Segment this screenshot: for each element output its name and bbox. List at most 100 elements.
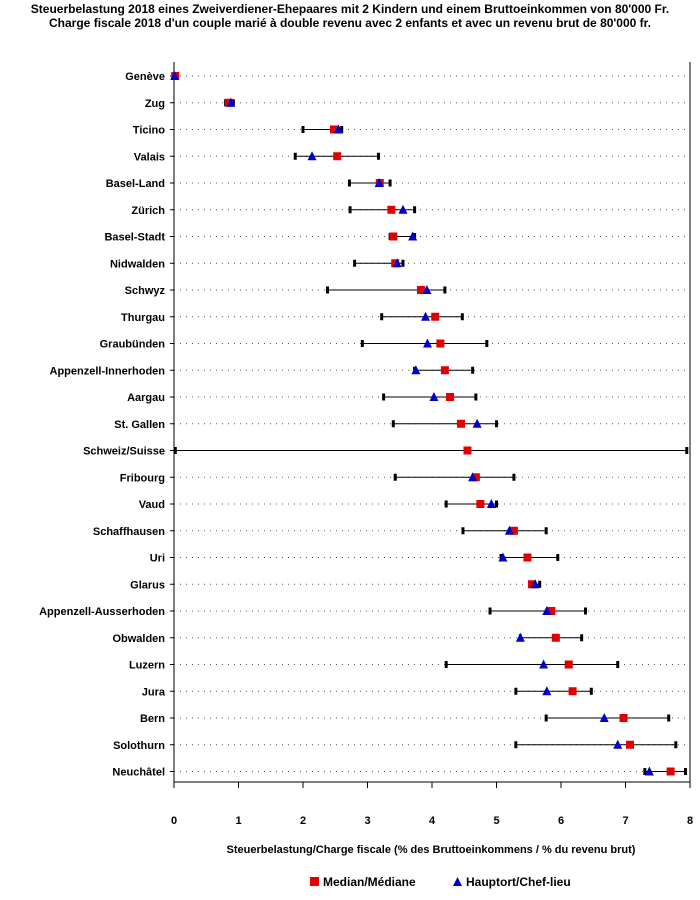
median-marker-basel-stadt (389, 232, 398, 241)
range-max-cap-aargau (474, 393, 478, 401)
median-marker-uri (523, 553, 532, 562)
range-max-cap-nidwalden (401, 259, 405, 267)
legend-capital-marker (453, 877, 462, 886)
range-max-cap-vaud (495, 500, 498, 508)
row-label-vaud: Vaud (139, 499, 165, 511)
capital-marker-bern (599, 713, 609, 722)
range-max-cap-schaffhausen (544, 527, 548, 535)
capital-marker-basel-land (374, 178, 384, 187)
median-marker-appenzell-innerhoden (440, 366, 449, 375)
range-min-cap-graubunden (360, 340, 364, 347)
capital-marker-graubunden (422, 338, 432, 348)
row-label-thurgau: Thurgau (121, 312, 165, 324)
x-axis-label: Steuerbelastung/Charge fiscale (% des Br… (227, 844, 636, 856)
x-tick-label-8: 8 (687, 815, 693, 827)
median-marker-bern (619, 714, 628, 722)
row-label-graubunden: Graubünden (100, 339, 166, 351)
capital-marker-aargau (429, 392, 439, 401)
capital-marker-vaud (486, 499, 496, 508)
data-rows: Genève Zug Ticino Valais Basel-Land Zürich Bas… (39, 71, 689, 779)
range-min-cap-appenzell-ausserhoden (488, 607, 492, 615)
capital-marker-solothurn (613, 739, 623, 749)
capital-marker-jura (542, 686, 552, 696)
row-label-basel-land: Basel-Land (106, 178, 165, 190)
chart-subtitle: Charge fiscale 2018 d'un couple marié à … (49, 16, 651, 30)
median-marker-schweiz-suisse (463, 446, 472, 455)
capital-marker-thurgau (421, 311, 431, 321)
row-label-glarus: Glarus (130, 579, 165, 591)
row-label-neuchatel: Neuchâtel (112, 767, 165, 779)
range-min-cap-aargau (382, 393, 386, 401)
capital-marker-fribourg (468, 472, 478, 482)
range-max-cap-appenzell-ausserhoden (584, 607, 588, 615)
row-label-schweiz-suisse: Schweiz/Suisse (83, 446, 165, 458)
median-marker-graubunden (436, 339, 445, 348)
range-min-cap-luzern (444, 661, 448, 668)
range-max-cap-schwyz (443, 286, 447, 294)
range-max-cap-fribourg (512, 473, 516, 481)
row-label-ticino: Ticino (133, 125, 165, 137)
range-max-cap-schweiz-suisse (685, 447, 689, 454)
row-label-schaffhausen: Schaffhausen (93, 526, 165, 538)
capital-marker-uri (498, 552, 508, 562)
x-tick-label-0: 0 (171, 815, 177, 827)
median-marker-zurich (387, 205, 396, 214)
capital-marker-zurich (398, 204, 408, 214)
capital-marker-geneve (170, 71, 180, 80)
capital-marker-appenzell-ausserhoden (542, 606, 552, 615)
range-min-cap-valais (293, 152, 297, 160)
median-marker-st-gallen (457, 419, 466, 428)
range-min-cap-neuchatel (643, 768, 647, 775)
median-marker-neuchatel (666, 767, 675, 776)
range-min-cap-schwyz (326, 286, 330, 294)
range-max-cap-luzern (616, 661, 620, 668)
range-min-cap-basel-land (347, 179, 351, 187)
row-label-appenzell-ausserhoden: Appenzell-Ausserhoden (39, 606, 165, 618)
range-min-cap-st-gallen (391, 420, 395, 428)
median-marker-aargau (446, 393, 455, 401)
row-label-nidwalden: Nidwalden (110, 258, 165, 270)
median-marker-ticino (329, 125, 338, 134)
median-marker-schwyz (417, 286, 426, 294)
range-max-cap-graubunden (485, 340, 489, 347)
range-min-cap-fribourg (393, 473, 397, 481)
range-max-cap-zurich (413, 206, 417, 214)
row-label-zug: Zug (145, 98, 165, 110)
capital-marker-basel-stadt (408, 231, 418, 241)
row-label-jura: Jura (142, 686, 166, 698)
capital-marker-obwalden (515, 632, 525, 642)
range-min-cap-solothurn (514, 741, 518, 749)
row-label-fribourg: Fribourg (120, 472, 165, 484)
row-label-solothurn: Solothurn (113, 740, 165, 752)
row-label-valais: Valais (134, 151, 165, 163)
median-marker-fribourg (471, 473, 480, 482)
range-min-cap-zurich (348, 206, 352, 214)
range-min-cap-bern (544, 714, 548, 722)
row-label-aargau: Aargau (127, 392, 165, 404)
x-tick-label-4: 4 (429, 815, 436, 827)
range-min-cap-schweiz-suisse (173, 447, 177, 454)
x-tick-label-7: 7 (622, 815, 628, 827)
median-marker-thurgau (431, 312, 440, 321)
median-marker-luzern (564, 660, 573, 669)
median-marker-glarus (527, 580, 536, 589)
range-max-cap-zug (231, 99, 235, 107)
capital-marker-schaffhausen (504, 525, 514, 535)
row-label-luzern: Luzern (129, 660, 165, 672)
median-marker-solothurn (626, 740, 635, 749)
range-max-cap-jura (589, 687, 593, 695)
range-max-cap-basel-land (388, 179, 392, 187)
capital-marker-ticino (333, 124, 343, 134)
x-tick-label-6: 6 (558, 815, 564, 827)
row-label-st-gallen: St. Gallen (114, 419, 165, 431)
chart-title: Steuerbelastung 2018 eines Zweiverdiener… (31, 2, 669, 16)
x-tick-label-1: 1 (235, 815, 241, 827)
range-max-cap-appenzell-innerhoden (471, 366, 475, 374)
x-axis: 0 1 2 3 4 5 6 7 8 (171, 781, 693, 827)
row-label-obwalden: Obwalden (112, 633, 165, 645)
range-min-cap-schaffhausen (461, 527, 465, 535)
median-marker-obwalden (551, 633, 560, 642)
x-tick-label-2: 2 (300, 815, 306, 827)
range-max-cap-glarus (538, 580, 542, 588)
row-label-schwyz: Schwyz (125, 285, 166, 297)
